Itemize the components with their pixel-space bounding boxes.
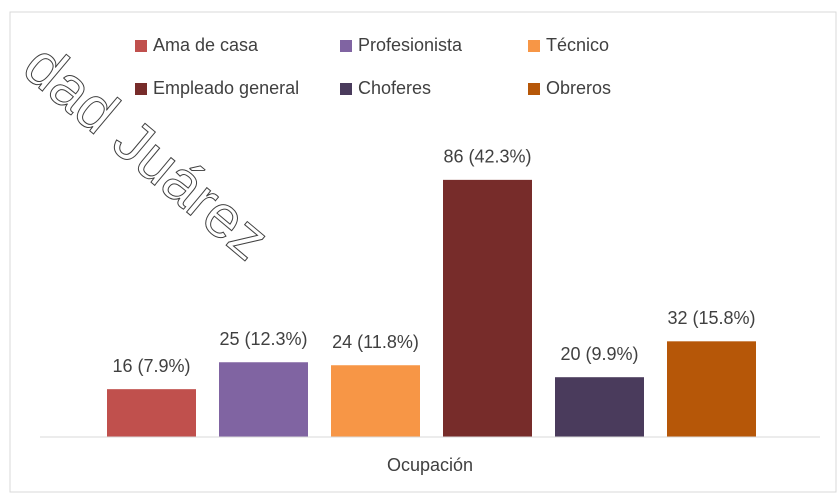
legend-swatch — [340, 40, 352, 52]
legend-label: Empleado general — [153, 78, 299, 98]
legend-label: Obreros — [546, 78, 611, 98]
legend-swatch — [135, 40, 147, 52]
legend-swatch — [135, 83, 147, 95]
value-label: 20 (9.9%) — [560, 344, 638, 364]
value-label: 86 (42.3%) — [443, 147, 531, 167]
bar — [555, 377, 644, 437]
legend-label: Choferes — [358, 78, 431, 98]
value-label: 32 (15.8%) — [667, 308, 755, 328]
bar — [219, 362, 308, 437]
value-label: 24 (11.8%) — [332, 332, 419, 352]
legend-swatch — [528, 83, 540, 95]
bar — [107, 389, 196, 437]
legend-label: Ama de casa — [153, 35, 259, 55]
bar — [331, 365, 420, 437]
legend-swatch — [340, 83, 352, 95]
legend-swatch — [528, 40, 540, 52]
value-label: 16 (7.9%) — [112, 356, 190, 376]
x-tick-label: Ocupación — [387, 455, 473, 475]
value-label: 25 (12.3%) — [219, 329, 307, 349]
bar — [443, 179, 532, 438]
legend-label: Técnico — [546, 35, 609, 55]
legend-label: Profesionista — [358, 35, 463, 55]
bar — [667, 341, 756, 437]
